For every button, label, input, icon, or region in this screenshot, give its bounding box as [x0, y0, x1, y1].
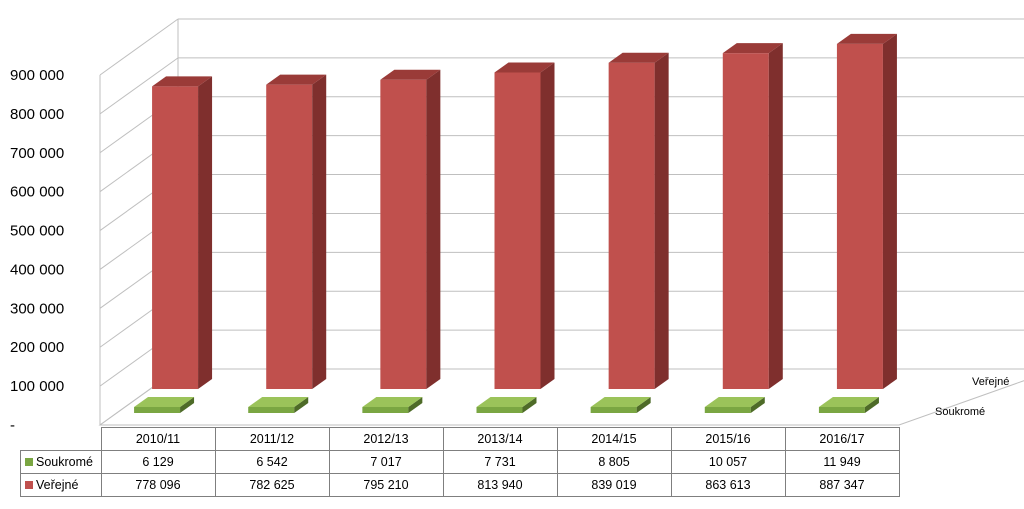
legend-swatch-soukrome: [25, 458, 33, 466]
table-col-header: 2012/13: [328, 427, 444, 451]
y-tick-label: 100 000: [10, 378, 64, 395]
table-cell: 778 096: [100, 473, 216, 497]
bar-soukrome: [476, 407, 523, 413]
bar-side: [294, 397, 309, 413]
bar-side: [408, 397, 423, 413]
table-col-header: 2016/17: [784, 427, 900, 451]
depth-label-soukrome: Soukromé: [935, 406, 985, 418]
table-col-header: 2014/15: [556, 427, 672, 451]
bar-soukrome: [134, 407, 181, 413]
table-cell: 813 940: [442, 473, 558, 497]
bar-top: [818, 397, 879, 407]
y-tick-label: 700 000: [10, 145, 64, 162]
legend-label: Soukromé: [36, 455, 93, 469]
table-col-header: 2010/11: [100, 427, 216, 451]
table-cell: 795 210: [328, 473, 444, 497]
bar-verejne: [608, 62, 655, 389]
bar-top: [722, 43, 783, 54]
gridline-side: [99, 57, 179, 115]
table-col-header: 2011/12: [214, 427, 330, 451]
bar-top: [590, 397, 651, 407]
legend-swatch-verejne: [25, 481, 33, 489]
depth-label-verejne: Veřejné: [972, 376, 1009, 388]
bar-soukrome: [248, 407, 295, 413]
table-cell: 839 019: [556, 473, 672, 497]
table-cell: 8 805: [556, 450, 672, 474]
bar-top: [494, 62, 555, 73]
y-tick-label: 600 000: [10, 184, 64, 201]
bar-top: [836, 33, 897, 44]
table-cell: 887 347: [784, 473, 900, 497]
table-cell: 863 613: [670, 473, 786, 497]
table-cell: 10 057: [670, 450, 786, 474]
table-col-header: 2013/14: [442, 427, 558, 451]
y-tick-label: 900 000: [10, 67, 64, 84]
y-tick-label: -: [10, 417, 15, 434]
y-tick-label: 800 000: [10, 106, 64, 123]
table-col-header: 2015/16: [670, 427, 786, 451]
y-tick-label: 500 000: [10, 223, 64, 240]
bar-side: [864, 397, 879, 413]
bar-side: [198, 76, 213, 390]
bar-verejne: [836, 43, 883, 389]
table-cell: 7 017: [328, 450, 444, 474]
bar-side: [654, 52, 669, 389]
bar-soukrome: [704, 407, 751, 413]
table-row-header: Soukromé: [20, 450, 102, 474]
bar-top: [362, 397, 423, 407]
gridline-side: [99, 18, 179, 76]
bar-side: [882, 33, 897, 389]
bar-side: [426, 69, 441, 390]
y-tick-label: 400 000: [10, 261, 64, 278]
table-header-row: 2010/11 2011/12 2012/13 2013/14 2014/15 …: [20, 427, 900, 451]
bar-verejne: [380, 79, 427, 390]
bar-side: [312, 74, 327, 389]
bar-top: [152, 76, 213, 87]
bar-top: [134, 397, 195, 407]
bar-verejne: [152, 86, 199, 390]
bar-side: [540, 62, 555, 390]
bar-side: [768, 43, 783, 389]
bar-top: [476, 397, 537, 407]
table-row-verejne: Veřejné 778 096 782 625 795 210 813 940 …: [20, 473, 900, 497]
bar-side: [750, 397, 765, 413]
bar-verejne: [266, 84, 313, 389]
table-cell: 782 625: [214, 473, 330, 497]
table-cell: 7 731: [442, 450, 558, 474]
bar-top: [266, 74, 327, 85]
data-table: 2010/11 2011/12 2012/13 2013/14 2014/15 …: [20, 427, 900, 497]
y-tick-label: 300 000: [10, 300, 64, 317]
table-corner: [20, 427, 102, 451]
y-tick-label: 200 000: [10, 339, 64, 356]
table-cell: 6 129: [100, 450, 216, 474]
bar-top: [704, 397, 765, 407]
bar-side: [180, 397, 195, 413]
bar-verejne: [494, 72, 541, 390]
bar-top: [380, 69, 441, 80]
bar-top: [248, 397, 309, 407]
table-cell: 6 542: [214, 450, 330, 474]
bar-soukrome: [818, 407, 865, 413]
table-row-soukrome: Soukromé 6 129 6 542 7 017 7 731 8 805 1…: [20, 450, 900, 474]
table-cell: 11 949: [784, 450, 900, 474]
bar-soukrome: [590, 407, 637, 413]
table-row-header: Veřejné: [20, 473, 102, 497]
bar-side: [522, 397, 537, 413]
legend-label: Veřejné: [36, 478, 79, 492]
bar-side: [636, 397, 651, 413]
bar-soukrome: [362, 407, 409, 413]
bar-top: [608, 52, 669, 63]
bar-verejne: [722, 53, 769, 389]
